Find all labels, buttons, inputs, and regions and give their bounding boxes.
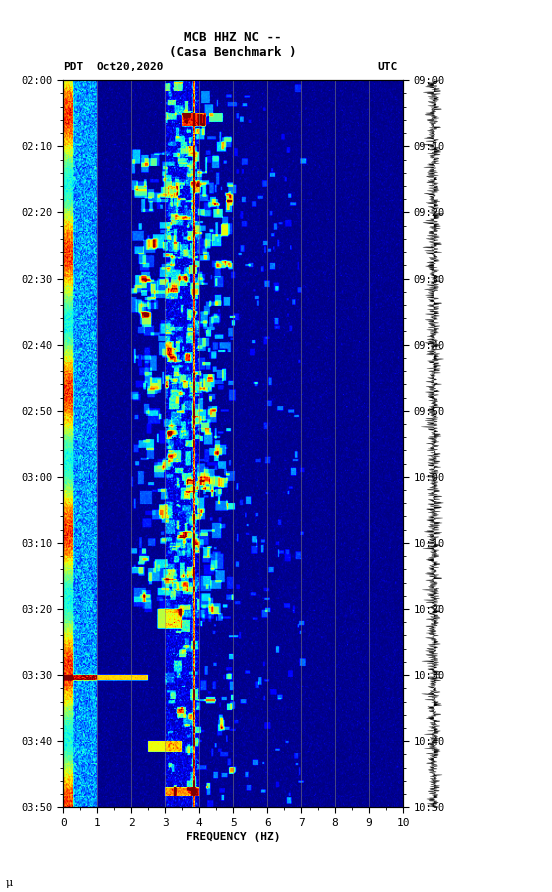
X-axis label: FREQUENCY (HZ): FREQUENCY (HZ) [186, 832, 280, 842]
Text: (Casa Benchmark ): (Casa Benchmark ) [169, 46, 297, 60]
Text: μ: μ [6, 878, 13, 888]
Text: PDT: PDT [63, 62, 84, 72]
Text: USGS: USGS [19, 13, 50, 26]
Text: UTC: UTC [377, 62, 397, 72]
Text: MCB HHZ NC --: MCB HHZ NC -- [184, 31, 282, 45]
Text: USGS: USGS [20, 13, 46, 24]
Text: Oct20,2020: Oct20,2020 [97, 62, 164, 72]
